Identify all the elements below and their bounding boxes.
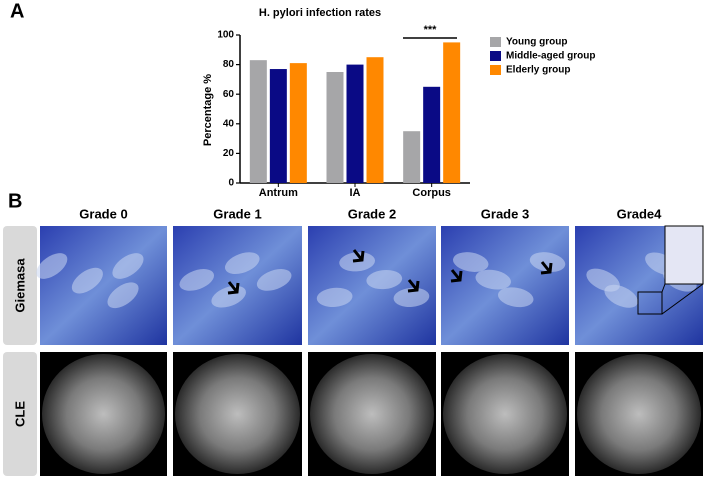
y-tick-label: 0 — [228, 178, 234, 189]
cle-field — [310, 354, 434, 474]
panel-label: B — [8, 190, 22, 212]
column-label: Grade4 — [617, 206, 663, 221]
cle-field — [42, 354, 165, 474]
tissue — [475, 269, 511, 290]
zoom-line — [661, 283, 704, 315]
column-label: Grade 2 — [348, 206, 396, 221]
tissue — [224, 252, 260, 275]
bar — [366, 57, 384, 184]
cle-field — [443, 354, 567, 474]
row-label-box — [3, 352, 37, 476]
significance: *** — [424, 24, 438, 36]
micrograph — [40, 226, 167, 345]
row-label-box — [3, 226, 37, 345]
panel-label: A — [10, 0, 24, 22]
bar — [346, 64, 364, 183]
arrow — [352, 249, 365, 263]
cle-field — [577, 354, 701, 474]
row-label: CLE — [12, 401, 27, 427]
x-tick-label: IA — [350, 187, 361, 199]
tissue — [393, 287, 430, 307]
arrow — [227, 281, 240, 295]
zoom-line — [661, 283, 666, 293]
tissue — [71, 267, 103, 294]
x-tick-label: Antrum — [259, 187, 298, 199]
tissue — [453, 252, 489, 272]
tissue — [316, 287, 353, 307]
y-tick-label: 60 — [223, 89, 235, 100]
tissue — [498, 287, 534, 308]
bar — [326, 72, 344, 183]
y-axis-label: Percentage % — [202, 74, 214, 146]
y-tick-label: 80 — [223, 59, 235, 70]
tissue — [36, 253, 68, 279]
legend-label: Elderly group — [506, 65, 570, 76]
y-tick-label: 100 — [217, 30, 234, 41]
legend-label: Middle-aged group — [506, 51, 595, 62]
column-label: Grade 0 — [79, 206, 127, 221]
bar — [403, 131, 421, 183]
column-label: Grade 1 — [213, 206, 261, 221]
tissue — [179, 269, 215, 291]
tissue — [112, 253, 144, 279]
chart-title: H. pylori infection rates — [259, 7, 381, 19]
arrow — [450, 269, 463, 283]
cle-field — [175, 354, 300, 474]
tissue — [107, 282, 139, 309]
bar — [269, 69, 287, 183]
column-label: Grade 3 — [481, 206, 529, 221]
tissue — [529, 252, 566, 272]
inset — [664, 225, 704, 285]
legend-swatch — [490, 51, 501, 61]
arrow — [540, 261, 553, 275]
y-tick-label: 40 — [223, 118, 235, 129]
legend-swatch — [490, 65, 501, 75]
bar — [289, 63, 307, 184]
tissue — [366, 269, 403, 290]
bar — [249, 60, 267, 183]
tissue — [604, 284, 638, 308]
zoom-box — [637, 291, 663, 315]
legend-swatch — [490, 37, 501, 47]
y-tick-label: 20 — [223, 148, 235, 159]
tissue — [256, 269, 292, 291]
legend-label: Young group — [506, 37, 567, 48]
row-label: Giemasa — [12, 258, 27, 313]
x-tick-label: Corpus — [412, 187, 451, 199]
bar — [423, 86, 441, 183]
arrow — [407, 279, 420, 293]
bar — [443, 42, 461, 184]
